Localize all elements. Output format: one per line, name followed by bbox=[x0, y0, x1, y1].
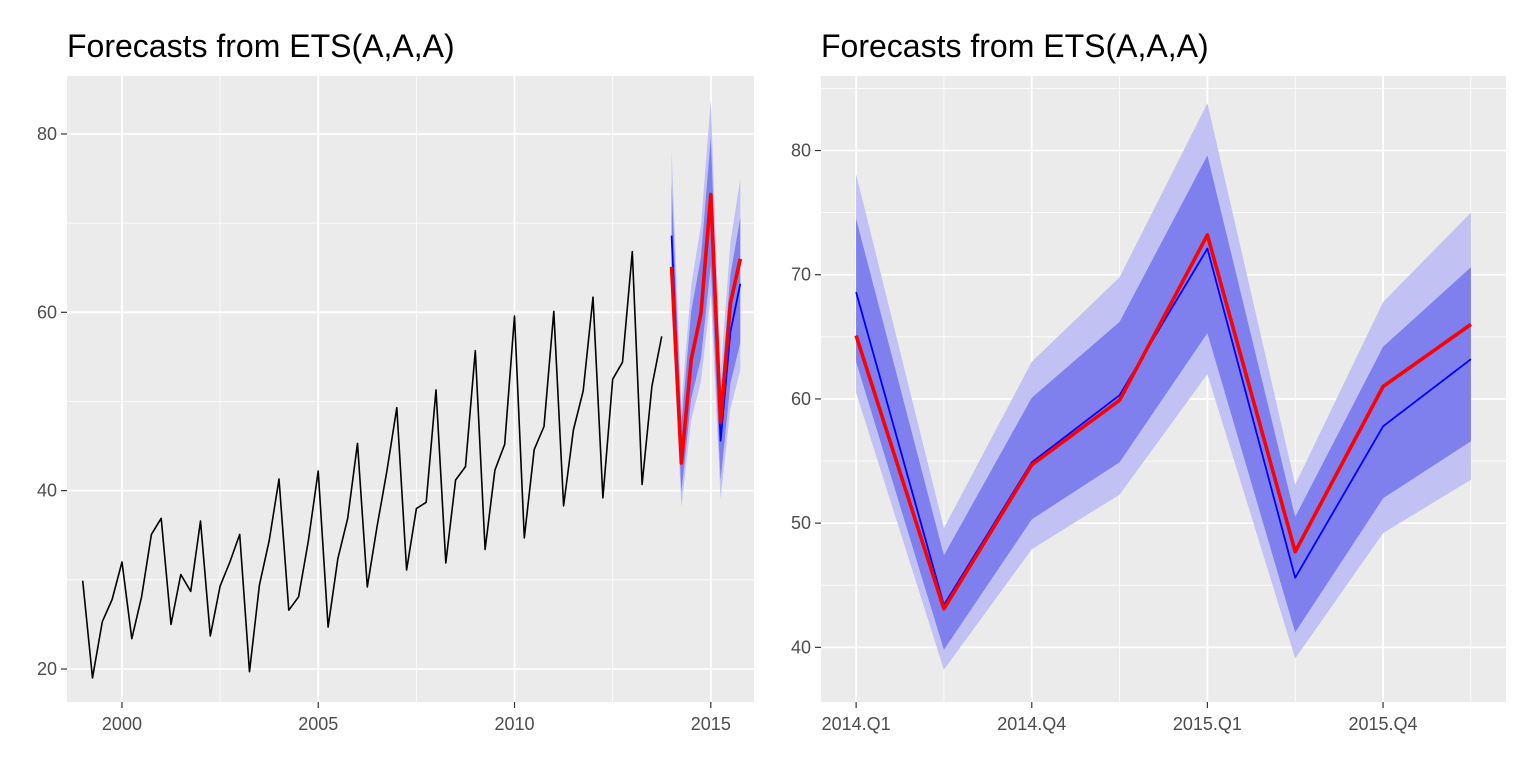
chart-left-y-tick-label: 80 bbox=[37, 124, 57, 144]
chart-left: Forecasts from ETS(A,A,A) 20 40 60 80 2000 20… bbox=[37, 28, 754, 734]
chart-left-history-line bbox=[81, 250, 663, 679]
chart-right-title: Forecasts from ETS(A,A,A) bbox=[821, 28, 1209, 64]
chart-right-x-tick-label: 2015.Q4 bbox=[1349, 714, 1418, 734]
chart-right-band-80 bbox=[856, 155, 1471, 650]
chart-right-x-tick-label: 2014.Q4 bbox=[997, 714, 1066, 734]
chart-left-x-tick-label: 2000 bbox=[102, 714, 142, 734]
chart-right-y-tick-label: 70 bbox=[791, 265, 811, 285]
chart-right-y-tick-label: 80 bbox=[791, 141, 811, 161]
chart-right-y-tick-label: 50 bbox=[791, 513, 811, 533]
chart-right-y-tick-label: 60 bbox=[791, 389, 811, 409]
chart-right-y-tick-label: 40 bbox=[791, 637, 811, 657]
chart-left-title: Forecasts from ETS(A,A,A) bbox=[67, 28, 455, 64]
chart-right: Forecasts from ETS(A,A,A) 40 50 60 70 80 2014… bbox=[791, 28, 1506, 734]
chart-right-forecast-line bbox=[855, 247, 1472, 606]
chart-left-series-group bbox=[81, 100, 743, 679]
chart-left-y-tick-label: 40 bbox=[37, 481, 57, 501]
chart-right-x-tick-label: 2015.Q1 bbox=[1173, 714, 1242, 734]
chart-left-y-tick-label: 20 bbox=[37, 659, 57, 679]
chart-left-x-tick-label: 2015 bbox=[691, 714, 731, 734]
chart-right-actual-line bbox=[854, 233, 1472, 611]
chart-left-x-tick-label: 2010 bbox=[495, 714, 535, 734]
chart-right-x-tick-label: 2014.Q1 bbox=[822, 714, 891, 734]
chart-left-y-tick-label: 60 bbox=[37, 302, 57, 322]
chart-left-panel bbox=[67, 76, 754, 702]
chart-left-x-tick-label: 2005 bbox=[298, 714, 338, 734]
chart-left-actual-line bbox=[669, 192, 743, 465]
chart-right-series-group bbox=[854, 103, 1472, 670]
